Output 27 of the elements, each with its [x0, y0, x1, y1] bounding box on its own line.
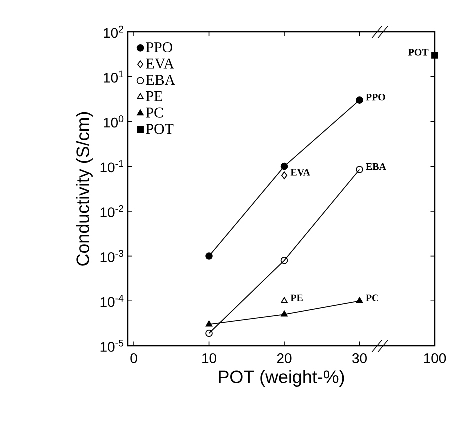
legend-label: EVA: [146, 58, 174, 69]
y-tick-label: 10$^{1}$: [104, 70, 124, 83]
annotation: POT: [408, 49, 429, 56]
y-tick-label: 10$^{-1}$: [100, 160, 124, 173]
y-tick-label: 10$^{-2}$: [100, 205, 124, 218]
annotation: PPO: [366, 94, 386, 101]
y-tick-label: 10$^{0}$: [104, 116, 124, 128]
annotation: PE: [290, 294, 303, 302]
y-tick-label: 10$^{-5}$: [100, 340, 124, 352]
y-tick-label: 10$^{2}$: [104, 26, 124, 38]
legend-label: PC: [146, 108, 164, 118]
legend-label: POT: [146, 124, 174, 134]
legend-label: PE: [146, 92, 162, 102]
annotation: EVA: [290, 169, 310, 176]
x-tick-label: 0: [130, 354, 138, 364]
y-axis-title: Conductivity (S/cm): [76, 112, 93, 266]
y-tick-label: 10$^{-3}$: [100, 250, 124, 262]
annotation: PC: [366, 294, 378, 302]
annotation: EBA: [366, 163, 386, 170]
x-tick-label: 20: [277, 354, 292, 364]
x-tick-label: 10: [202, 354, 216, 364]
x-tick-label: 100: [424, 354, 446, 364]
legend-label: EBA: [146, 75, 176, 86]
legend-label: PPO: [146, 42, 173, 53]
y-tick-label: 10$^{-4}$: [100, 295, 124, 308]
x-tick-label: 30: [352, 354, 367, 364]
x-axis-title: POT (weight-%): [219, 370, 344, 387]
